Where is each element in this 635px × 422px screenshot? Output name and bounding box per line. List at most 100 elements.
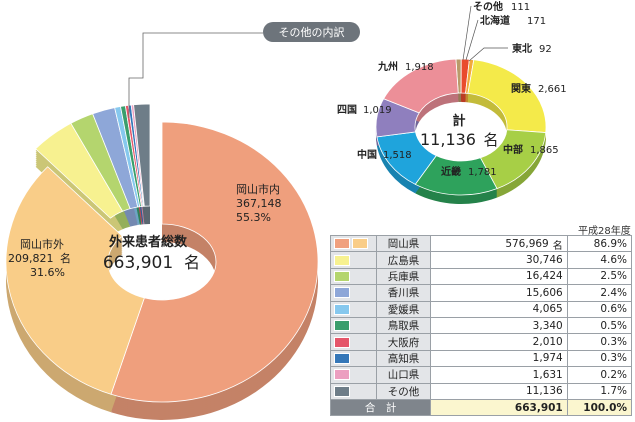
slice-value-okayama-city: 367,148 [236,197,282,210]
value-chubu: 1,865 [530,145,559,156]
label-chubu: 中部 [503,143,523,156]
row-value: 4,065 [430,300,568,318]
row-name: 大阪府 [375,333,432,351]
legend-swatch-cell [330,251,377,269]
row-percent: 1.7% [566,382,633,400]
row-name: その他 [375,382,432,400]
row-name: 高知県 [375,349,432,368]
label-hokkaido: 北海道 [480,14,510,27]
legend-swatch [334,238,350,250]
legend-swatch-cell [330,284,377,302]
row-percent: 4.6% [566,251,633,269]
slice-label-okayama-city: 岡山市内 [236,182,280,196]
legend-swatch-cell [330,349,377,368]
row-name: 兵庫県 [375,267,432,286]
total-row: 合 計 663,901 100.0% [329,398,633,417]
legend-swatch-cell [330,234,377,253]
table-row: 岡山県 576,969 名 86.9% [330,234,633,253]
outpatient-donut [5,103,319,420]
total-value: 663,901 [430,398,568,417]
value-tohoku: 92 [539,44,552,55]
big-slice-0 [110,121,319,403]
row-value: 3,340 [430,316,568,335]
callout: その他の内訳 [128,22,360,118]
legend-swatch-cell [330,300,377,318]
row-value: 576,969 名 [430,234,568,253]
row-value: 11,136 [430,382,568,400]
label-kanto: 関東 [511,82,531,95]
legend-swatch [334,385,350,397]
legend-swatch [334,287,350,299]
row-value: 15,606 [430,284,568,302]
table-row: 高知県 1,974 0.3% [330,349,633,368]
callout-badge [263,22,360,42]
small-center-unit: 名 [483,131,498,149]
label-chugoku: 中国 [357,148,377,161]
prefecture-table: 岡山県 576,969 名 86.9% 広島県 30,746 4.6% 兵庫県 16,424 2.… [329,234,633,417]
row-value: 1,974 [430,349,568,368]
value-shikoku: 1,019 [363,105,392,116]
legend-swatch [334,320,350,332]
small-center-title: 計 [452,113,465,129]
legend-swatch [334,369,350,381]
slice-pct-outside-city: 31.6% [30,266,65,279]
slice-value-outside-city: 209,821 [8,252,54,265]
big-slice-1 [5,166,145,395]
big-breakdown-slice-8 [133,103,151,207]
legend-swatch [334,303,350,315]
legend-swatch-cell [330,267,377,286]
row-percent: 2.5% [566,267,633,286]
big-center-title: 外来患者総数 [108,234,188,250]
row-percent: 2.4% [566,284,633,302]
legend-swatch [352,238,368,250]
table-row: 鳥取県 3,340 0.5% [330,316,633,335]
legend-swatch-cell [330,366,377,384]
small-slice-3 [467,59,547,133]
table-row: 兵庫県 16,424 2.5% [330,267,633,286]
label-tohoku: 東北 [512,42,532,55]
row-value: 2,010 [430,333,568,351]
value-kyushu: 1,918 [405,62,434,73]
legend-swatch-cell [330,333,377,351]
row-value: 30,746 [430,251,568,269]
row-name: 愛媛県 [375,300,432,318]
legend-swatch [334,270,350,282]
row-percent: 0.2% [566,366,633,384]
label-kinki: 近畿 [441,165,461,178]
row-name: 鳥取県 [375,316,432,335]
label-kyushu: 九州 [377,60,398,73]
label-other-region: その他 [473,0,503,13]
slice-label-outside-city: 岡山市外 [20,237,64,251]
small-center-total: 11,136 [420,130,476,149]
label-shikoku: 四国 [337,104,357,116]
table-row: 広島県 30,746 4.6% [330,251,633,269]
row-percent: 86.9% [566,234,633,253]
legend-swatch [334,352,350,364]
big-center-total: 663,901 [103,253,173,273]
row-name: 山口県 [375,366,432,384]
row-percent: 0.6% [566,300,633,318]
row-value: 16,424 [430,267,568,286]
small-slice-8 [383,58,459,114]
table-row: その他 11,136 1.7% [330,382,633,400]
row-value: 1,631 [430,366,568,384]
row-percent: 0.3% [566,333,633,351]
value-other-region: 111 [511,2,530,13]
value-kinki: 1,781 [468,167,497,178]
table-row: 山口県 1,631 0.2% [330,366,633,384]
legend-swatch-cell [330,316,377,335]
row-unit: 名 [552,241,563,252]
value-chugoku: 1,518 [383,150,412,161]
row-name: 香川県 [375,284,432,302]
row-name: 広島県 [375,251,432,269]
breakdown-donut [375,58,547,204]
legend-swatch [334,336,350,348]
slice-unit-outside-city: 名 [60,251,71,265]
table-row: 大阪府 2,010 0.3% [330,333,633,351]
callout-label: その他の内訳 [279,25,345,39]
row-name: 岡山県 [375,234,432,253]
legend-swatch-cell [330,382,377,400]
row-percent: 0.5% [566,316,633,335]
small-donut-labels: その他 111 北海道 171 東北 92 関東 2,661 中部 1,865 … [337,0,567,178]
